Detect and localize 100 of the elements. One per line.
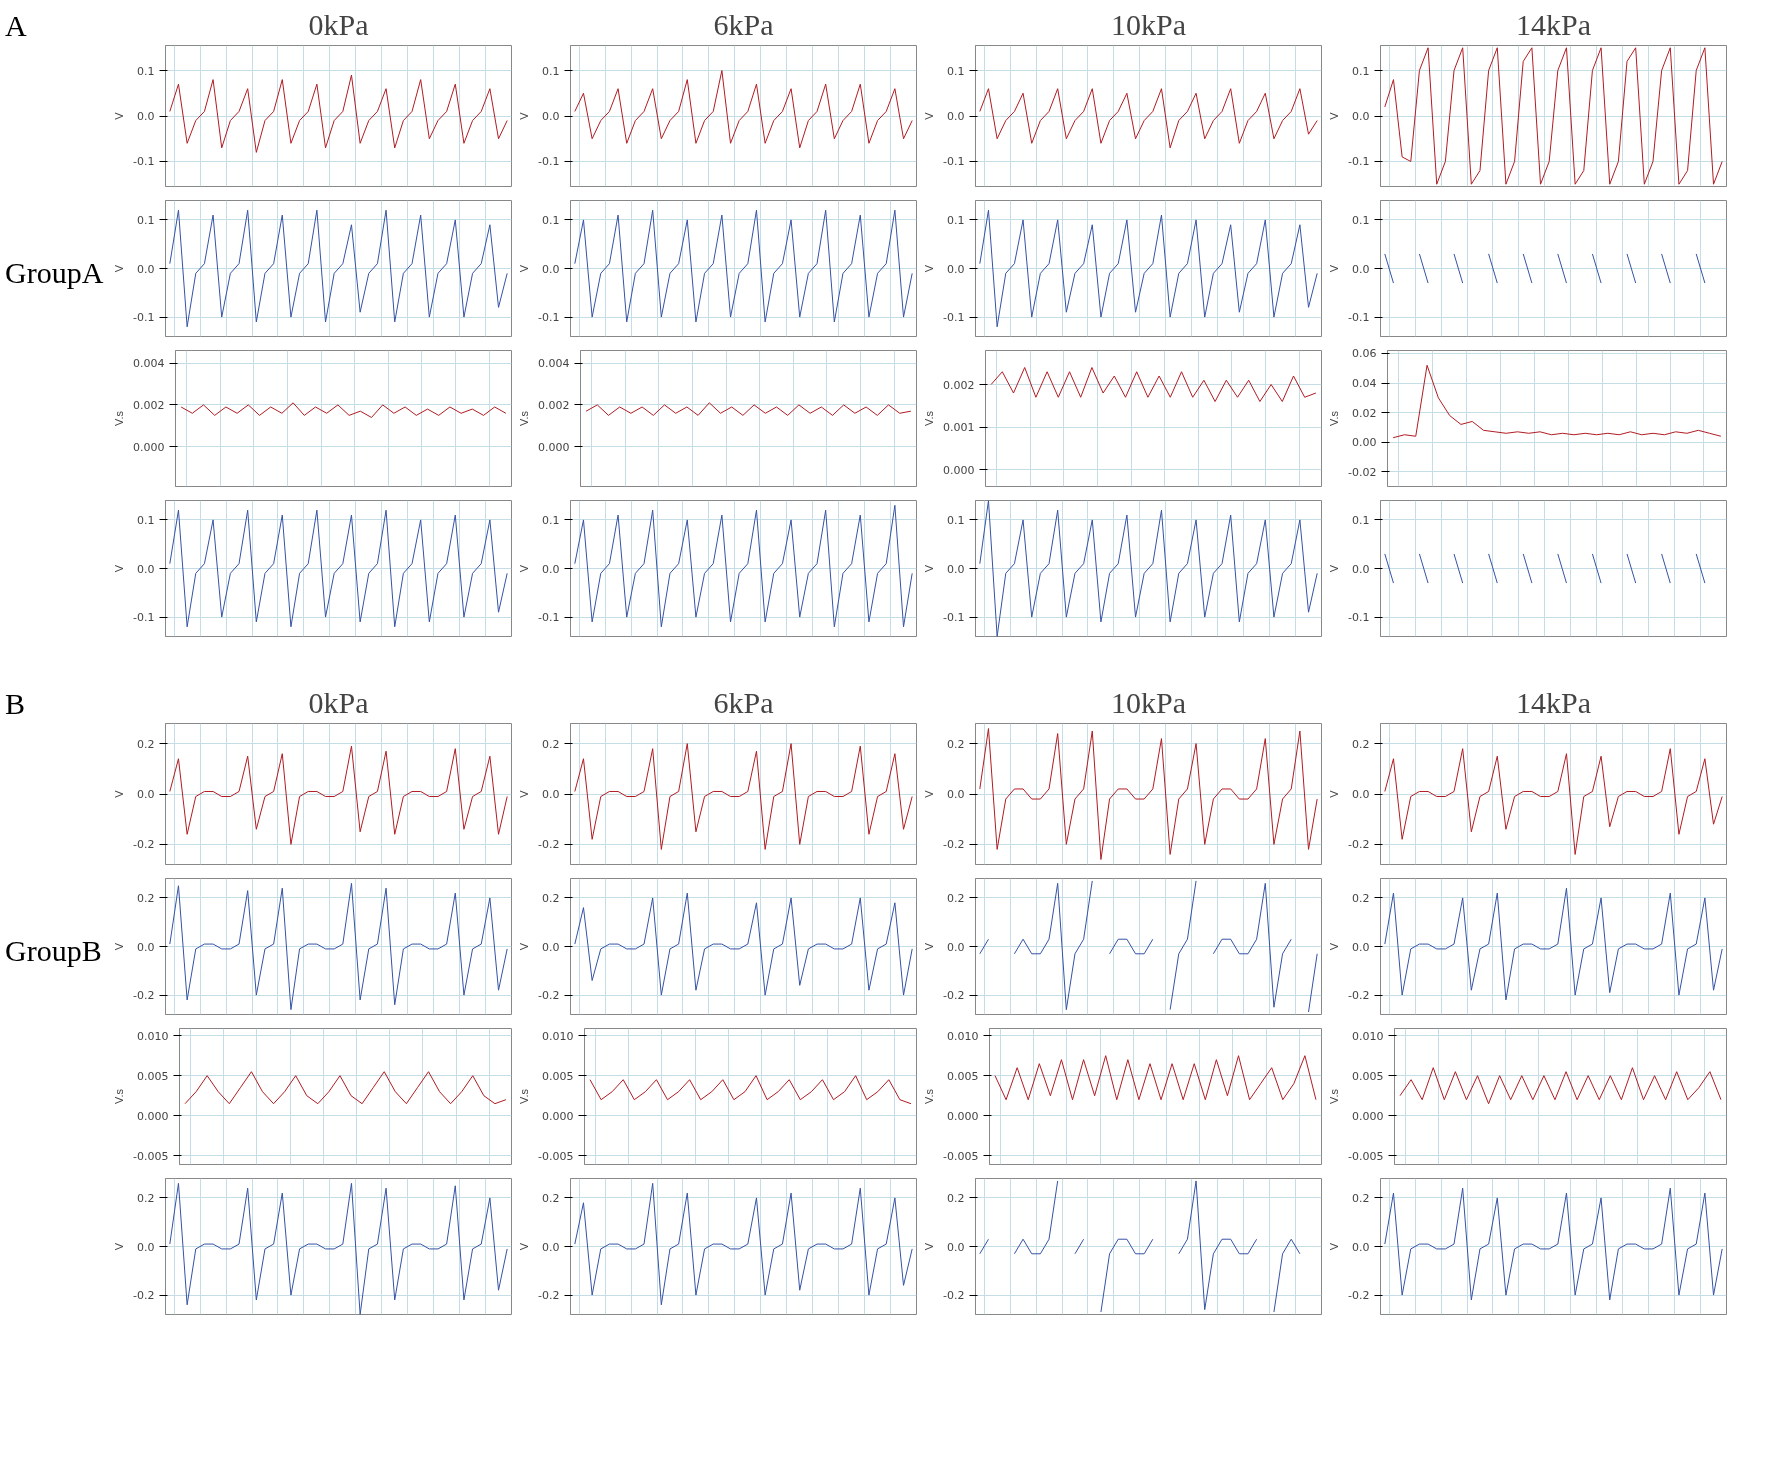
y-tick-label: -0.2 — [133, 989, 155, 1003]
y-axis-title: V — [113, 564, 126, 573]
y-tick-label: -0.005 — [133, 1149, 169, 1163]
y-tick-label: 0.005 — [137, 1069, 169, 1083]
line-series — [574, 1182, 913, 1306]
y-tick-label: -0.2 — [1348, 838, 1370, 852]
y-tick-label: 0.0 — [947, 110, 965, 123]
line-series — [169, 1182, 508, 1315]
y-axis-title: V.s — [113, 1088, 126, 1104]
y-tick-label: 0.005 — [947, 1069, 979, 1083]
chart-title: 0kPa — [308, 7, 369, 41]
y-axis-title: V — [518, 1242, 531, 1251]
y-axis-title: V — [1328, 789, 1341, 798]
line-series — [1384, 1187, 1723, 1301]
y-axis-title: V — [1328, 111, 1341, 120]
y-tick-label: -0.1 — [133, 311, 155, 325]
y-tick-label: 0.000 — [538, 440, 570, 454]
y-tick-label: 0.0 — [947, 262, 965, 276]
line-series — [169, 745, 508, 845]
y-tick-label: -0.2 — [1348, 989, 1370, 1003]
y-axis-title: V — [923, 1242, 936, 1251]
y-tick-label: 0.0 — [137, 262, 155, 276]
y-tick-label: -0.1 — [538, 311, 560, 325]
y-tick-label: 0.1 — [137, 64, 155, 78]
y-tick-label: -0.02 — [1348, 465, 1377, 479]
y-tick-label: 0.1 — [1352, 64, 1370, 78]
line-series — [574, 743, 913, 850]
y-tick-label: -0.005 — [538, 1149, 574, 1163]
y-tick-label: 0.0 — [137, 788, 155, 801]
chart-title: 0kPa — [308, 685, 369, 719]
y-tick-label: -0.2 — [943, 1289, 965, 1303]
line-series — [574, 209, 913, 323]
y-tick-label: 0.0 — [137, 940, 155, 954]
y-tick-label: 0.001 — [943, 421, 975, 434]
line-series — [169, 882, 508, 1011]
y-tick-label: 0.06 — [1352, 347, 1377, 361]
y-tick-label: 0.004 — [538, 357, 570, 371]
y-tick-label: 0.0 — [542, 262, 560, 276]
y-axis-title: V — [518, 789, 531, 798]
y-axis-title: V — [113, 942, 126, 951]
y-tick-label: 0.2 — [137, 891, 155, 905]
y-tick-label: 0.00 — [1352, 436, 1377, 450]
y-tick-label: -0.1 — [943, 611, 965, 625]
y-tick-label: 0.010 — [1352, 1029, 1384, 1043]
y-tick-label: 0.002 — [133, 398, 165, 412]
y-tick-label: 0.1 — [947, 213, 965, 227]
line-series — [184, 1071, 507, 1105]
y-axis-title: V — [518, 111, 531, 120]
chart-title: 6kPa — [713, 685, 774, 719]
y-tick-label: -0.005 — [1348, 1149, 1384, 1163]
y-tick-label: 0.2 — [1352, 891, 1370, 905]
y-tick-label: 0.000 — [542, 1109, 574, 1123]
y-tick-label: 0.0 — [137, 1240, 155, 1254]
y-axis-title: V — [1328, 942, 1341, 951]
line-series — [994, 1055, 1317, 1101]
y-tick-label: 0.1 — [542, 513, 560, 527]
line-series — [979, 728, 1318, 860]
chart-title: 14kPa — [1516, 685, 1591, 719]
y-tick-label: -0.1 — [133, 611, 155, 625]
y-axis-title: V.s — [113, 410, 126, 426]
y-tick-label: -0.2 — [943, 989, 965, 1003]
line-series — [979, 500, 1318, 637]
y-tick-label: -0.2 — [538, 838, 560, 852]
y-tick-label: 0.0 — [542, 562, 560, 576]
y-axis-title: V — [1328, 264, 1341, 273]
y-tick-label: 0.1 — [542, 213, 560, 227]
y-tick-label: 0.000 — [1352, 1109, 1384, 1123]
line-series — [574, 892, 913, 996]
y-tick-label: 0.2 — [542, 1191, 560, 1205]
y-tick-label: 0.005 — [542, 1069, 574, 1083]
y-tick-label: -0.1 — [1348, 155, 1370, 169]
y-tick-label: -0.2 — [538, 989, 560, 1003]
line-series — [585, 402, 912, 416]
y-tick-label: 0.0 — [1352, 110, 1370, 123]
chart-title: 10kPa — [1111, 685, 1186, 719]
y-tick-label: 0.000 — [137, 1109, 169, 1123]
y-tick-label: 0.1 — [137, 213, 155, 227]
y-tick-label: 0.005 — [1352, 1069, 1384, 1083]
text: B — [5, 686, 26, 722]
y-tick-label: 0.1 — [542, 64, 560, 78]
line-series — [979, 88, 1318, 149]
y-tick-label: 0.1 — [1352, 213, 1370, 227]
y-tick-label: 0.0 — [542, 1240, 560, 1254]
y-tick-label: -0.1 — [538, 611, 560, 625]
y-tick-label: 0.2 — [137, 1191, 155, 1205]
y-axis-title: V — [923, 564, 936, 573]
y-tick-label: -0.2 — [538, 1289, 560, 1303]
y-tick-label: 0.002 — [538, 398, 570, 412]
y-axis-title: V — [113, 789, 126, 798]
line-series — [1392, 364, 1722, 439]
y-tick-label: 0.04 — [1352, 377, 1377, 391]
y-tick-label: 0.1 — [947, 513, 965, 527]
y-tick-label: 0.0 — [137, 562, 155, 576]
y-tick-label: -0.1 — [538, 155, 560, 169]
y-tick-label: 0.1 — [1352, 513, 1370, 527]
text: GroupA — [5, 254, 104, 291]
y-tick-label: 0.000 — [943, 463, 975, 477]
y-tick-label: -0.1 — [1348, 311, 1370, 325]
y-axis-title: V.s — [518, 410, 531, 426]
y-axis-title: V — [518, 264, 531, 273]
